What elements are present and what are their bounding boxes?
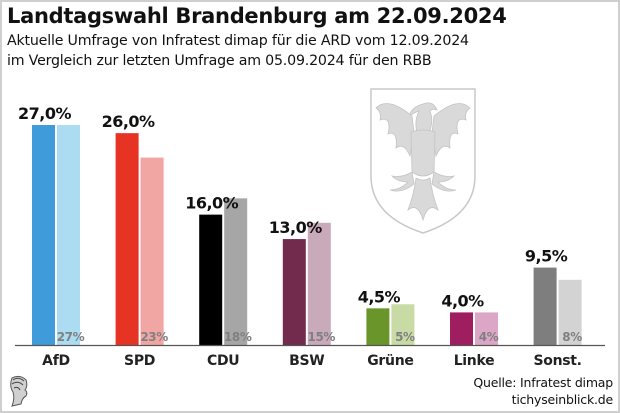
x-tick-label: SPD	[124, 353, 155, 369]
data-label-current: 27,0%	[18, 104, 71, 123]
data-label-previous: 5%	[395, 330, 415, 344]
data-label-current: 4,0%	[441, 291, 484, 310]
data-label-current: 16,0%	[185, 194, 238, 213]
data-label-previous: 27%	[57, 330, 85, 344]
x-tick-label: Grüne	[367, 353, 413, 369]
bar-current	[533, 267, 557, 345]
bar-current	[366, 308, 390, 345]
bar-previous	[140, 157, 164, 345]
data-label-current: 26,0%	[102, 112, 155, 131]
data-label-current: 9,5%	[525, 247, 568, 266]
source-note: Quelle: Infratest dimap	[473, 375, 613, 390]
bar-previous	[57, 125, 80, 345]
data-label-previous: 23%	[140, 330, 168, 344]
x-tick-label: BSW	[289, 353, 324, 369]
data-label-previous: 18%	[224, 330, 252, 344]
brandenburg-eagle-crest-icon	[370, 88, 476, 234]
data-label-previous: 4%	[479, 330, 499, 344]
x-tick-label: AfD	[42, 353, 70, 369]
data-label-current: 4,5%	[358, 287, 401, 306]
bar-current	[282, 239, 306, 345]
x-tick-label: Linke	[454, 353, 495, 369]
bar-current	[450, 312, 473, 345]
data-label-previous: 8%	[562, 330, 582, 344]
chart-subtitle-line2: im Vergleich zur letzten Umfrage am 05.0…	[7, 53, 432, 69]
bar-previous	[224, 198, 248, 345]
bar-previous	[391, 304, 415, 345]
x-tick-label: CDU	[207, 353, 239, 369]
bar-previous	[558, 279, 582, 345]
site-credit: tichyseinblick.de	[511, 392, 614, 407]
chart-subtitle-line1: Aktuelle Umfrage von Infratest dimap für…	[7, 33, 469, 49]
bar-current	[115, 133, 139, 345]
bar-current	[32, 125, 55, 345]
x-tick-label: Sonst.	[533, 353, 581, 369]
data-label-previous: 15%	[308, 330, 336, 344]
tichys-einblick-logo-icon	[10, 375, 28, 407]
chart-title: Landtagswahl Brandenburg am 22.09.2024	[7, 4, 507, 28]
bar-current	[199, 214, 223, 345]
bar-previous	[475, 312, 498, 345]
bar-previous	[307, 222, 331, 345]
data-label-current: 13,0%	[269, 218, 322, 237]
